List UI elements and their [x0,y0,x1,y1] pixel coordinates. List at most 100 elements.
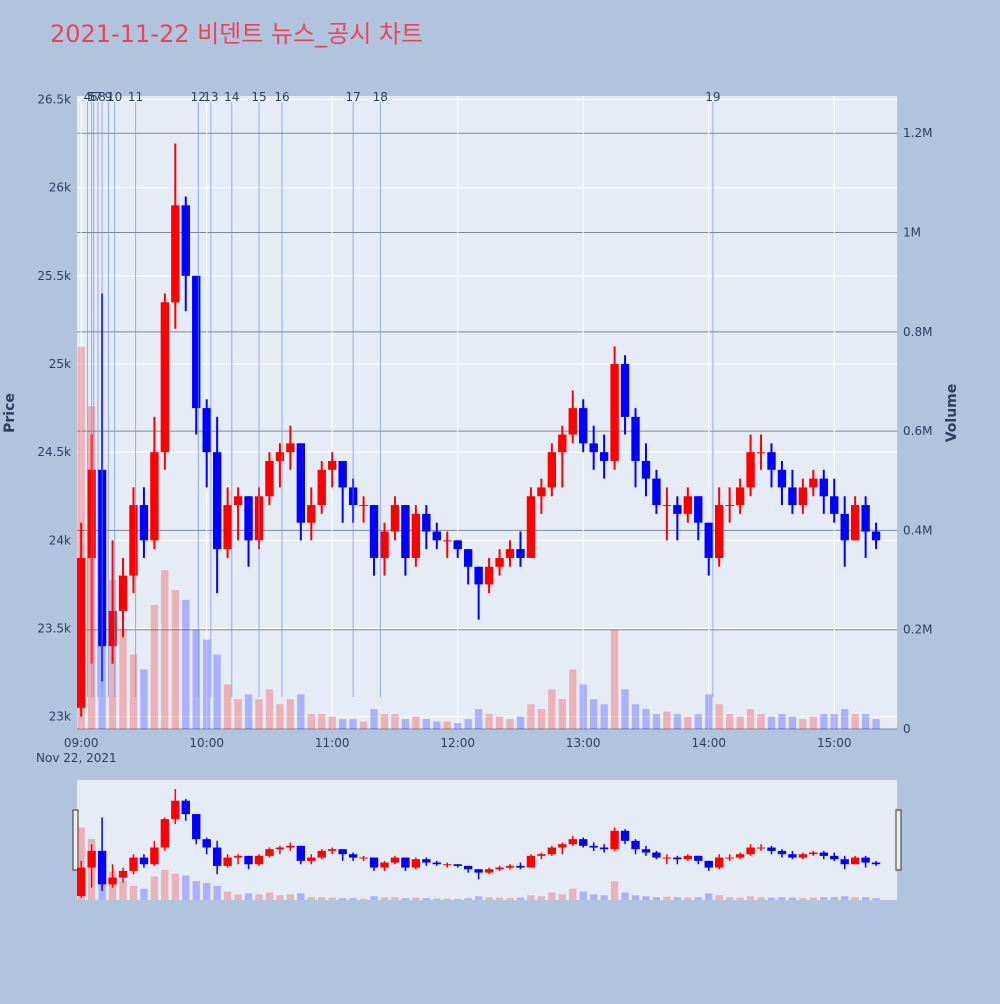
volume-bar [474,709,483,729]
range-candle-body [620,830,630,841]
range-volume-bar [841,896,849,900]
volume-bar [192,629,200,729]
range-volume-bar [809,897,817,900]
volume-bar [276,704,284,729]
range-candle-body [150,847,159,865]
volume-bar [694,714,702,729]
candle-body [715,505,724,558]
range-volume-bar [454,898,462,900]
range-candle-body [359,857,368,859]
candle-body [756,452,766,454]
candle-body [599,452,609,461]
range-candle-body [390,857,400,863]
range-volume-bar [757,897,765,900]
range-candle-body [537,854,546,856]
range-volume-bar [631,895,640,900]
y2-tick-label: 0.6M [903,424,932,438]
candle-body [296,443,306,523]
news-label: 15 [251,90,266,104]
news-label: 4 [84,90,92,104]
range-candle-body [422,859,431,863]
candle-body [139,505,149,541]
candle-body [275,452,285,461]
candle-body [840,513,849,541]
candle-body [830,496,839,514]
y2-tick-label: 0 [903,722,911,736]
range-candle-body [704,860,713,868]
range-candle-body [673,857,682,860]
range-volume-bar [694,897,702,900]
range-candle-body [652,852,661,858]
x-tick-label: 09:00 [64,736,99,750]
range-handle[interactable] [72,809,79,871]
news-label: 12 [191,90,206,104]
range-volume-bar [297,893,305,900]
range-volume-bar [349,898,357,900]
volume-bar [663,711,671,729]
range-candle-body [694,855,703,861]
range-volume-bar [255,894,263,900]
range-candle-body [484,869,494,873]
range-candle-body [348,854,358,858]
range-volume-bar [380,897,389,900]
volume-bar [809,716,817,729]
range-candle-body [631,840,640,850]
volume-bar [673,714,682,729]
range-volume-bar [286,894,295,900]
range-handle[interactable] [895,809,902,871]
range-volume-bar [610,881,619,900]
range-candle-body [118,870,128,878]
candle-body [735,487,745,506]
range-volume-bar [799,898,807,900]
volume-bar [223,684,232,729]
range-volume-bar [673,897,682,900]
candle-body [746,452,755,488]
volume-bar [631,704,640,729]
range-volume-bar [328,897,336,900]
volume-bar [150,604,159,729]
x-tick-label: 13:00 [566,736,601,750]
news-label: 9 [105,90,113,104]
candle-body [547,452,557,488]
range-candle-body [338,849,347,855]
range-candle-body [788,854,797,858]
range-volume-bar [527,895,535,900]
volume-bar [558,699,566,729]
news-label: 6 [90,90,98,104]
volume-bar [778,714,786,729]
range-candle-body [526,855,536,868]
candle-body [673,505,682,514]
volume-bar [349,719,357,729]
candle-body [505,549,515,558]
news-label: 11 [128,90,143,104]
candle-body [171,205,180,303]
range-candle-body [380,862,389,868]
candle-body [819,478,828,497]
range-candle-body [307,857,316,861]
range-candle-body [715,857,724,868]
volume-bar [255,699,263,729]
range-volume-bar [506,898,514,900]
candle-body [610,364,619,461]
candle-body [181,205,190,276]
y-tick-label: 24k [49,533,71,547]
volume-bar [788,716,797,729]
range-candle-body [474,869,483,873]
candle-body [725,505,734,507]
candle-body [683,496,692,514]
range-candle-body [171,800,180,820]
range-slider[interactable] [77,780,897,900]
range-volume-bar [412,897,420,900]
range-candle-body [809,852,818,855]
range-candle-body [77,867,86,896]
range-volume-bar [767,897,776,900]
volume-bar [171,589,179,729]
range-candle-body [212,847,222,866]
range-candle-body [296,845,306,861]
range-candle-body [87,850,96,868]
y-tick-label: 24.5k [37,445,71,459]
candle-body [641,460,651,479]
volume-bar [495,716,504,729]
news-label: 18 [373,90,388,104]
candle-body [202,408,211,453]
